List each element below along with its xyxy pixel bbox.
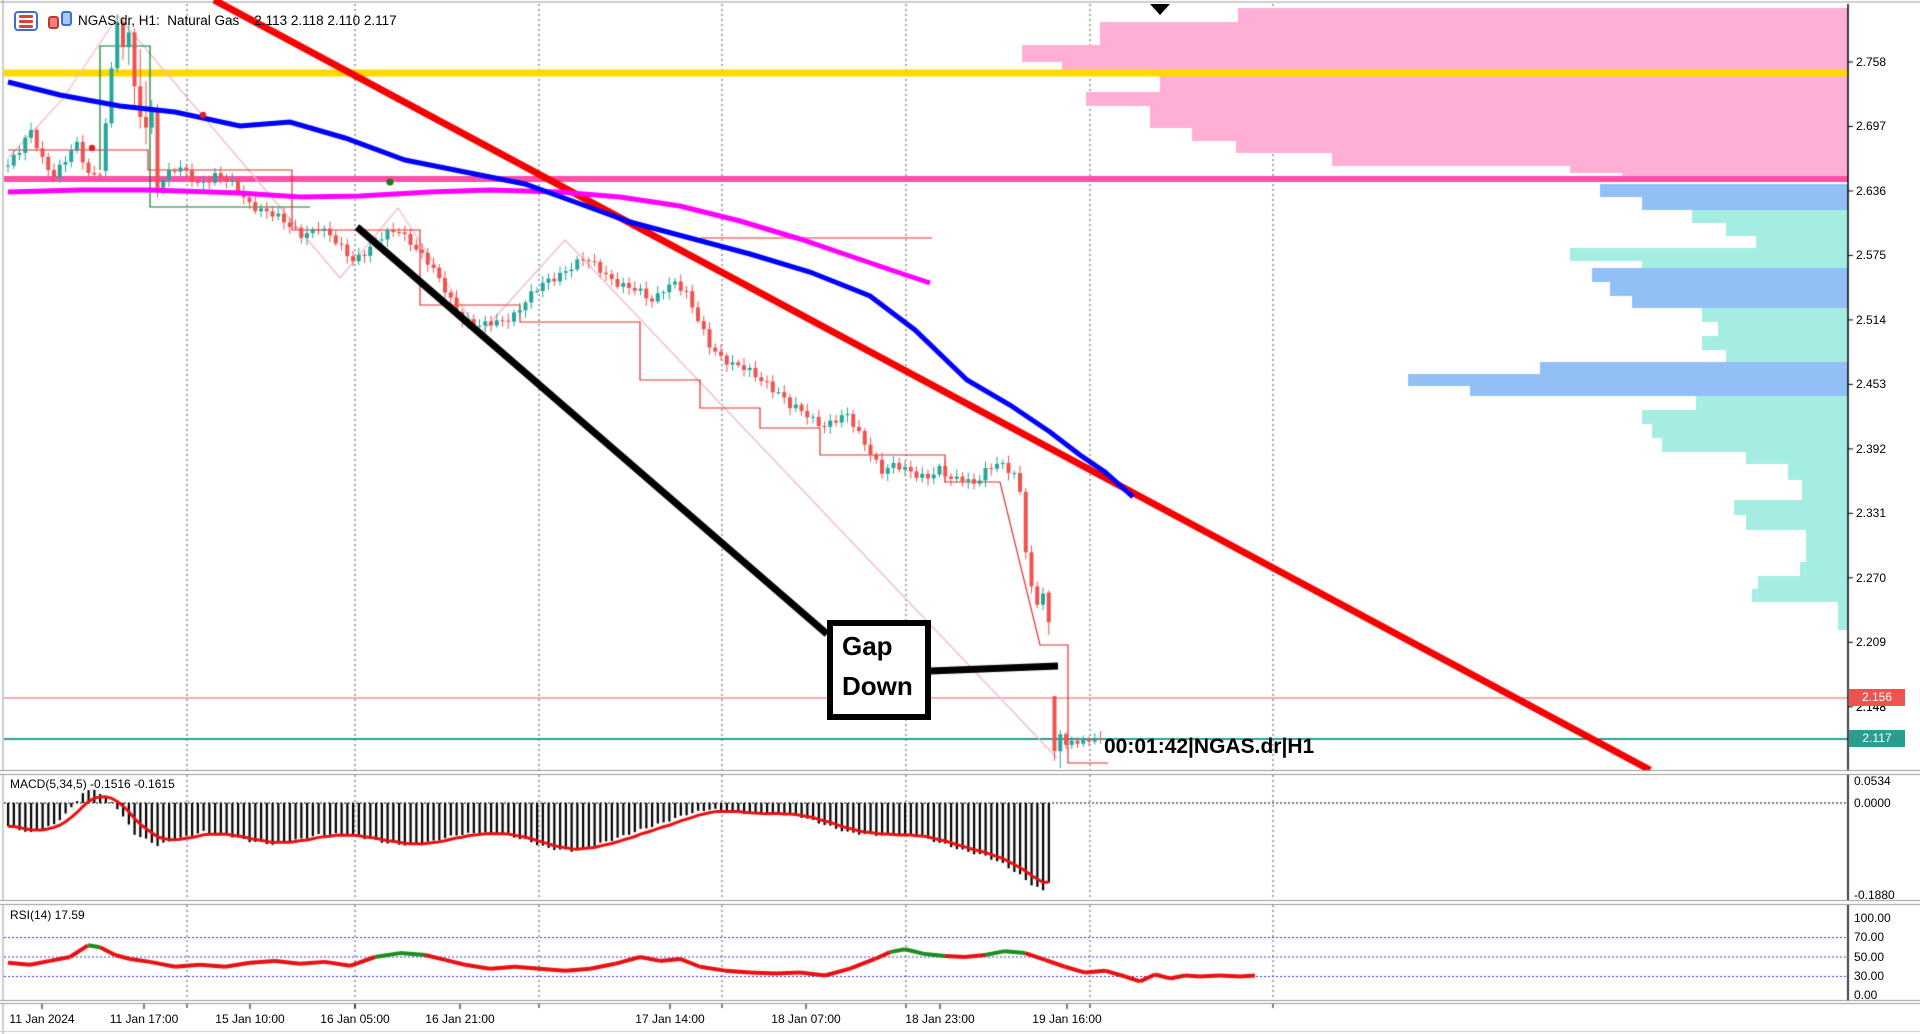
time-axis-label: 18 Jan 23:00	[905, 1012, 975, 1026]
rsi-indicator-label: RSI(14) 17.59	[10, 908, 85, 922]
indicator-scale-label: 100.00	[1854, 911, 1891, 925]
price-axis-label: 2.697	[1856, 119, 1887, 134]
indicator-scale-label: -0.1880	[1854, 888, 1895, 902]
price-badge: 2.117	[1849, 730, 1905, 747]
gap-down-line1: Gap	[842, 631, 893, 661]
time-axis-label: 16 Jan 21:00	[425, 1012, 495, 1026]
indicator-scale-label: 0.0000	[1854, 796, 1891, 810]
time-axis-label: 17 Jan 14:00	[635, 1012, 705, 1026]
time-axis-label: 15 Jan 10:00	[215, 1012, 285, 1026]
time-axis-label: 16 Jan 05:00	[320, 1012, 390, 1026]
price-axis-label: 2.270	[1856, 570, 1887, 585]
price-axis-label: 2.209	[1856, 635, 1887, 650]
indicator-scale-label: 0.00	[1854, 988, 1878, 1002]
time-axis-label: 11 Jan 2024	[9, 1012, 75, 1026]
indicator-scale-label: 0.0534	[1854, 774, 1891, 788]
time-axis-label: 11 Jan 17:00	[109, 1012, 179, 1026]
down-arrow-marker-icon	[1150, 4, 1170, 15]
quotes-list-icon[interactable]	[14, 11, 38, 31]
price-axis-label: 2.758	[1856, 55, 1887, 69]
price-axis-label: 2.453	[1856, 377, 1887, 392]
macd-indicator-label: MACD(5,34,5) -0.1516 -0.1615	[10, 777, 175, 791]
gap-down-line2: Down	[842, 671, 913, 702]
red-candle-glyph	[48, 16, 59, 29]
price-badge: 2.156	[1849, 689, 1905, 706]
blue-candle-glyph	[61, 11, 72, 26]
price-axis-label: 2.636	[1856, 183, 1887, 198]
price-axis-label: 2.514	[1856, 312, 1887, 327]
gap-down-annotation[interactable]: Gap Down	[827, 620, 931, 720]
time-axis-label: 18 Jan 07:00	[771, 1012, 841, 1026]
indicator-scale-label: 70.00	[1854, 930, 1885, 944]
price-axis-label: 2.392	[1856, 441, 1887, 456]
time-axis-label: 19 Jan 16:00	[1032, 1012, 1102, 1026]
clock-symbol-annotation: 00:01:42|NGAS.dr|H1	[1104, 735, 1315, 758]
indicator-scale-label: 50.00	[1854, 950, 1885, 964]
price-axis-label: 2.575	[1856, 248, 1887, 263]
candles-icon[interactable]	[48, 11, 76, 31]
price-axis-label: 2.331	[1856, 506, 1887, 521]
symbol-ohlc-header: NGAS.dr, H1: Natural Gas 2.113 2.118 2.1…	[78, 13, 397, 28]
indicator-scale-label: 30.00	[1854, 969, 1885, 983]
